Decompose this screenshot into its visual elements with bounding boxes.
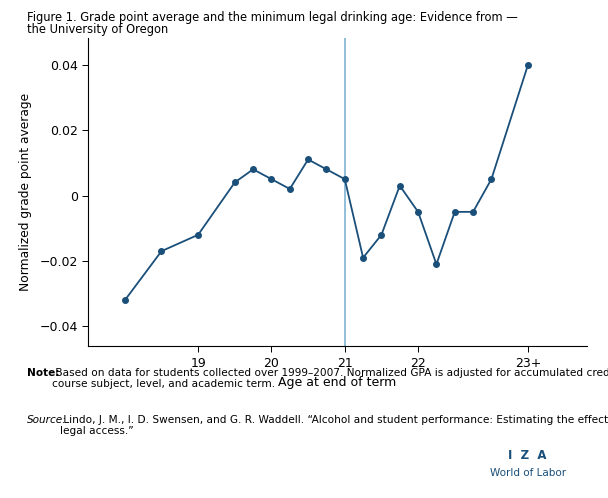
Text: Based on data for students collected over 1999–2007. Normalized GPA is adjusted : Based on data for students collected ove… (52, 368, 608, 389)
Text: Note:: Note: (27, 368, 60, 377)
Text: Figure 1. Grade point average and the minimum legal drinking age: Evidence from : Figure 1. Grade point average and the mi… (27, 11, 518, 24)
Text: Source:: Source: (27, 415, 67, 425)
Text: I  Z  A: I Z A (508, 449, 547, 462)
Text: Lindo, J. M., I. D. Swensen, and G. R. Waddell. “Alcohol and student performance: Lindo, J. M., I. D. Swensen, and G. R. W… (60, 415, 608, 436)
X-axis label: Age at end of term: Age at end of term (278, 376, 396, 389)
Y-axis label: Normalized grade point average: Normalized grade point average (19, 93, 32, 291)
Text: World of Labor: World of Labor (489, 468, 566, 478)
Text: the University of Oregon: the University of Oregon (27, 23, 168, 36)
